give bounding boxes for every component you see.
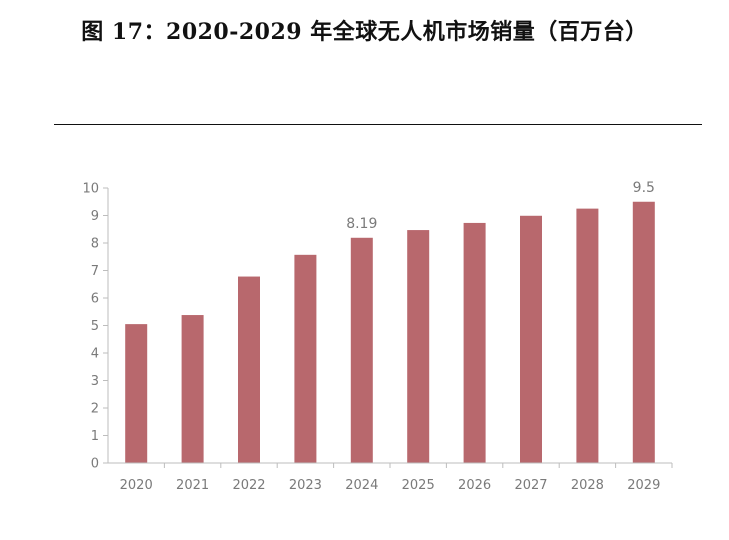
data-label-2024: 8.19 [346,216,377,232]
y-tick-label: 3 [91,374,99,389]
y-tick-label: 6 [91,292,99,307]
y-tick-label: 9 [91,209,99,224]
x-tick-label: 2027 [514,478,547,493]
x-tick-label: 2024 [345,478,378,493]
bar-2025 [407,230,430,463]
y-axis: 0 1 2 3 4 5 6 7 8 9 10 [82,182,109,472]
data-label-2029: 9.5 [633,180,655,196]
x-tick-label: 2021 [176,478,209,493]
y-tick-label: 5 [91,319,99,334]
x-tick-label: 2025 [402,478,435,493]
x-tick-label: 2023 [289,478,322,493]
bar-2023 [294,254,317,463]
bar-2029 [632,201,655,463]
bar-2027 [520,215,542,463]
title-rule [54,124,702,125]
bar-2022 [238,276,260,463]
y-tick-label: 10 [82,182,99,197]
y-tick-label: 7 [91,264,99,279]
x-axis: 2020 2021 2022 2023 2024 2025 2026 2027 2028 2029 [108,462,673,493]
bar-2021 [181,315,204,463]
x-tick-label: 2020 [120,478,153,493]
y-tick-label: 1 [91,429,99,444]
bar-2026 [463,222,486,463]
x-tick-label: 2028 [571,478,604,493]
x-tick-label: 2029 [627,478,660,493]
y-tick-label: 8 [91,237,99,252]
y-tick-label: 0 [91,457,99,472]
bar-2020 [125,324,148,463]
bar-2028 [576,208,599,463]
x-tick-label: 2026 [458,478,491,493]
bar-2024 [350,237,373,463]
data-labels: 8.19 9.5 [346,180,655,232]
y-tick-label: 2 [91,402,99,417]
figure-title: 图 17：2020-2029 年全球无人机市场销量（百万台） [81,19,648,45]
y-tick-label: 4 [91,347,99,362]
bars [125,201,655,463]
x-tick-label: 2022 [232,478,265,493]
